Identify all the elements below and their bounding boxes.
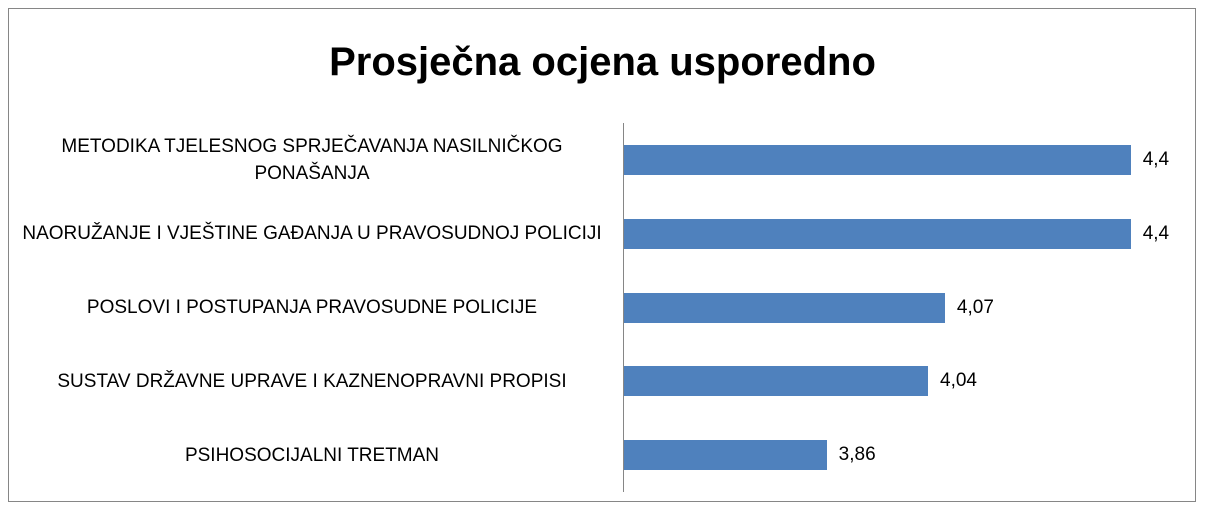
y-tick-label: POSLOVI I POSTUPANJA PRAVOSUDNE POLICIJE	[86, 297, 538, 318]
bar	[624, 440, 827, 471]
data-label: 4,07	[956, 296, 994, 318]
bar	[624, 218, 1131, 249]
y-tick-label: SUSTAV DRŽAVNE UPRAVE I KAZNENOPRAVNI PR…	[57, 370, 567, 392]
chart-title: Prosječna ocjena usporedno	[329, 40, 876, 84]
data-label: 4,04	[940, 370, 977, 392]
bar	[624, 366, 929, 397]
y-tick-label: METODIKA TJELESNOG SPRJEČAVANJA NASILNIČ…	[61, 135, 563, 184]
data-label: 4,4	[1142, 222, 1170, 244]
bar	[624, 292, 945, 323]
chart-frame	[8, 8, 1196, 502]
data-label: 3,86	[838, 444, 876, 466]
bar	[624, 144, 1131, 175]
data-label: 4,4	[1142, 148, 1170, 170]
category-axis	[623, 123, 624, 492]
y-tick-label: PSIHOSOCIJALNI TRETMAN	[184, 444, 440, 466]
y-tick-label: NAORUŽANJE I VJEŠTINE GAĐANJA U PRAVOSUD…	[22, 223, 602, 245]
